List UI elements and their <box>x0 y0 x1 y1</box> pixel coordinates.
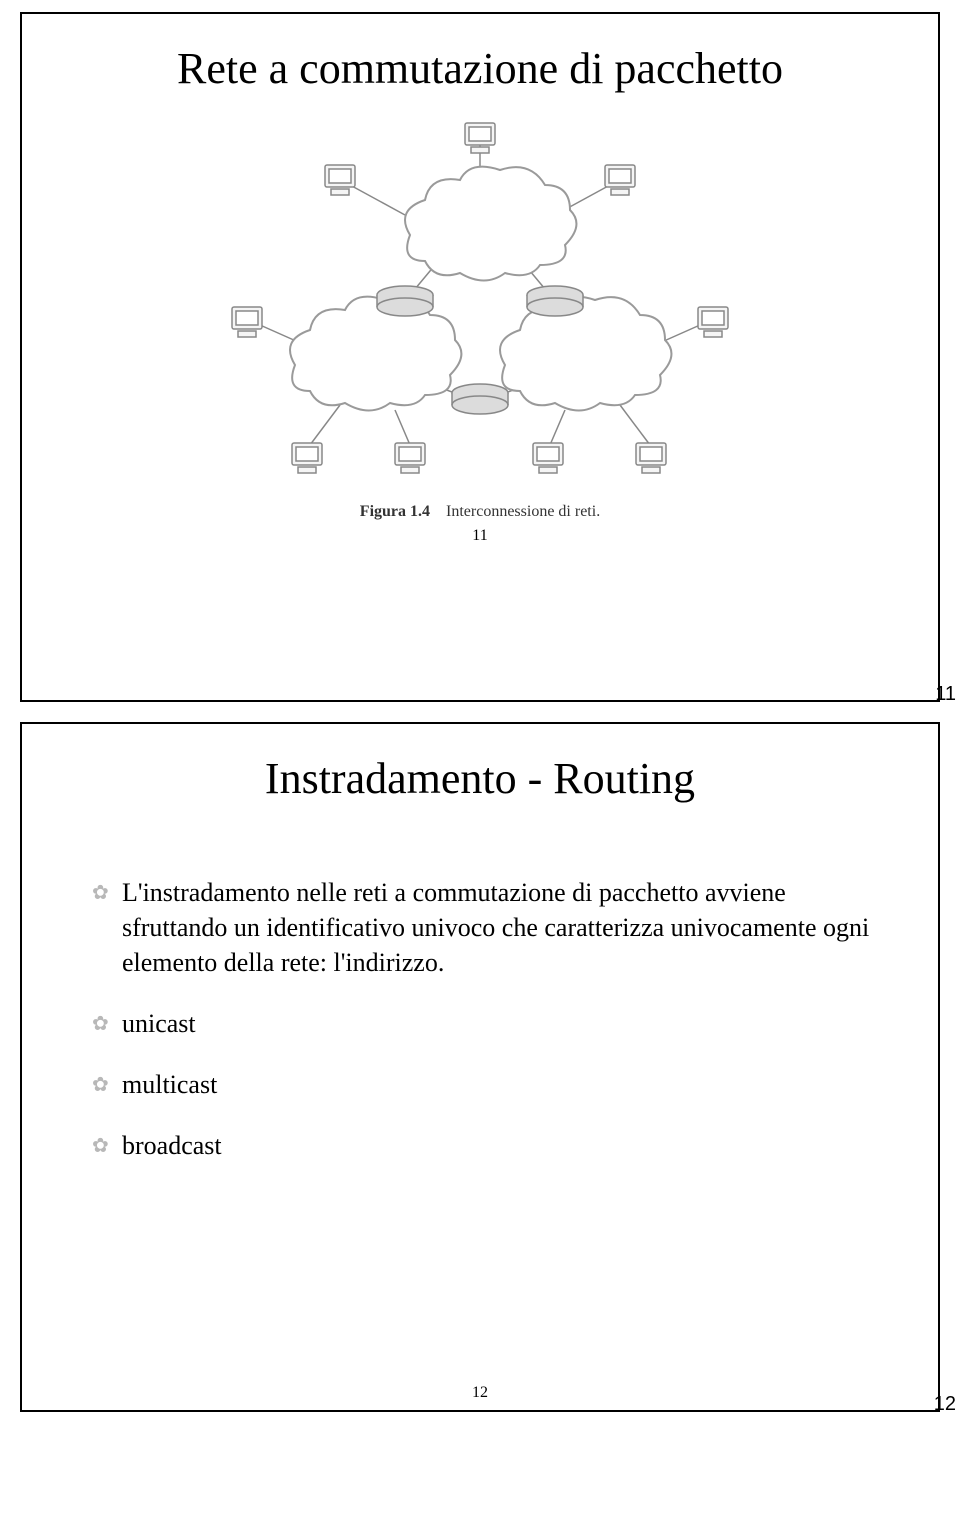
slide-1-title: Rete a commutazione di pacchetto <box>52 44 908 95</box>
bullet-item: ✿ L'instradamento nelle reti a commutazi… <box>92 875 878 980</box>
figure-label-bold: Figura 1.4 <box>360 503 430 520</box>
slide-1-inner-page-number: 11 <box>52 527 908 545</box>
slide-1-outer-page-number: 11 <box>935 683 956 706</box>
bullet-item: ✿ multicast <box>92 1067 878 1102</box>
bullet-icon: ✿ <box>92 1010 112 1038</box>
network-diagram-icon <box>200 115 760 495</box>
bullet-icon: ✿ <box>92 1071 112 1099</box>
slide-2-body: ✿ L'instradamento nelle reti a commutazi… <box>92 875 878 1164</box>
bullet-text: L'instradamento nelle reti a commutazion… <box>122 875 878 980</box>
slide-2-title: Instradamento - Routing <box>52 754 908 805</box>
slide-2-inner-page-number: 12 <box>22 1384 938 1402</box>
figure-caption: Figura 1.4 Interconnessione di reti. <box>360 503 600 521</box>
figure-label-text: Interconnessione di reti. <box>446 503 600 520</box>
slide-2-outer-page-number: 12 <box>934 1393 956 1416</box>
bullet-text: unicast <box>122 1006 196 1041</box>
bullet-icon: ✿ <box>92 879 112 907</box>
slide-2: Instradamento - Routing ✿ L'instradament… <box>20 722 940 1412</box>
slide-1-wrap: Rete a commutazione di pacchetto <box>0 0 960 710</box>
bullet-text: multicast <box>122 1067 217 1102</box>
bullet-item: ✿ unicast <box>92 1006 878 1041</box>
slide-1: Rete a commutazione di pacchetto <box>20 12 940 702</box>
slide-2-wrap: Instradamento - Routing ✿ L'instradament… <box>0 710 960 1420</box>
bullet-icon: ✿ <box>92 1132 112 1160</box>
network-figure: Figura 1.4 Interconnessione di reti. <box>52 115 908 521</box>
bullet-item: ✿ broadcast <box>92 1128 878 1163</box>
bullet-text: broadcast <box>122 1128 222 1163</box>
